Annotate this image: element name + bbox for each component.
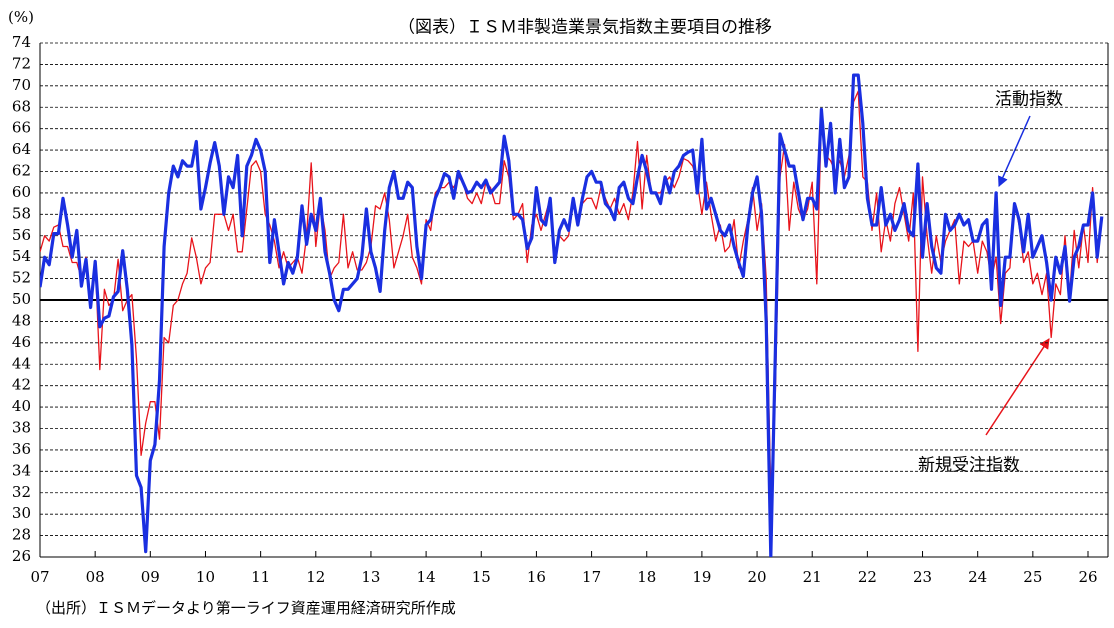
x-tick-label: 20: [748, 568, 767, 586]
y-tick-label: 30: [12, 504, 31, 522]
y-tick-label: 54: [12, 247, 31, 265]
y-tick-label: 64: [12, 140, 31, 158]
x-tick-label: 25: [1023, 568, 1042, 586]
x-tick-label: 09: [141, 568, 160, 586]
y-tick-label: 48: [12, 311, 31, 329]
x-tick-label: 08: [86, 568, 105, 586]
y-tick-label: 26: [12, 547, 31, 565]
y-tick-label: 44: [12, 354, 31, 372]
y-tick-label: 74: [12, 33, 31, 51]
x-tick-label: 11: [251, 568, 270, 586]
activity-arrow: [998, 115, 1031, 187]
x-tick-label: 14: [417, 568, 436, 586]
x-tick-label: 16: [527, 568, 546, 586]
x-tick-label: 23: [913, 568, 932, 586]
y-tick-label: 46: [12, 333, 31, 351]
y-tick-label: 50: [12, 290, 31, 308]
x-tick-label: 19: [692, 568, 711, 586]
x-tick-label: 13: [361, 568, 380, 586]
chart-title: （図表）ＩＳＭ非製造業景気指数主要項目の推移: [398, 18, 772, 38]
y-tick-label: 66: [12, 119, 31, 137]
y-tick-label: 72: [12, 54, 31, 72]
y-tick-label: 40: [12, 397, 31, 415]
y-tick-label: 60: [12, 183, 31, 201]
series-line: [40, 73, 1104, 557]
y-tick-label: 38: [12, 419, 31, 437]
y-tick-label: 56: [12, 226, 31, 244]
y-unit: (%): [8, 8, 34, 26]
legend-label: 活動指数: [995, 90, 1063, 110]
x-tick-label: 10: [196, 568, 215, 586]
orders-arrow: [985, 338, 1050, 436]
y-tick-label: 52: [12, 269, 31, 287]
y-tick-label: 58: [12, 204, 31, 222]
x-tick-label: 26: [1078, 568, 1097, 586]
x-tick-label: 17: [582, 568, 601, 586]
y-tick-label: 42: [12, 376, 31, 394]
x-tick-label: 15: [472, 568, 491, 586]
y-tick-label: 36: [12, 440, 31, 458]
x-tick-label: 24: [968, 568, 987, 586]
x-tick-label: 12: [306, 568, 325, 586]
x-tick-label: 07: [30, 568, 49, 586]
y-tick-label: 62: [12, 162, 31, 180]
y-tick-label: 70: [12, 76, 31, 94]
y-tick-label: 34: [12, 461, 31, 479]
legend-label: 新規受注指数: [918, 456, 1020, 476]
y-tick-label: 32: [12, 483, 31, 501]
x-tick-label: 22: [858, 568, 877, 586]
x-tick-label: 21: [803, 568, 822, 586]
y-tick-label: 68: [12, 97, 31, 115]
y-tick-label: 28: [12, 526, 31, 544]
x-tick-label: 18: [637, 568, 656, 586]
source: （出所）ＩＳＭデータより第一ライフ資産運用経済研究所作成: [36, 599, 456, 617]
